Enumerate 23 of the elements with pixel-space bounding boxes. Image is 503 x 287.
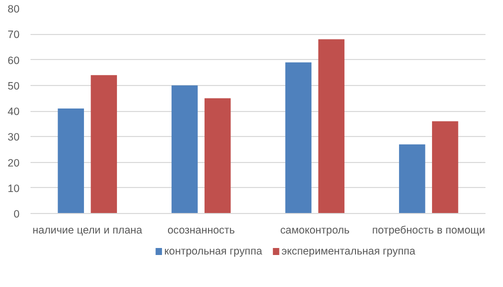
bar (285, 62, 312, 214)
x-tick-label: самоконтроль (280, 224, 350, 236)
y-tick-label: 30 (8, 132, 20, 144)
bar (204, 98, 231, 214)
y-tick-label: 50 (8, 80, 20, 92)
y-tick-label: 70 (8, 29, 20, 42)
legend-label: контрольная группа (164, 246, 262, 258)
y-tick-label: 10 (8, 182, 20, 195)
bar (432, 121, 458, 214)
y-tick-label: 80 (8, 4, 20, 16)
x-tick-label: осознанность (167, 224, 236, 236)
x-tick-label: потребность в помощи (372, 224, 486, 236)
bar (90, 75, 117, 214)
x-tick-label: наличие цели и плана (32, 224, 142, 236)
bar (399, 144, 426, 214)
bar (172, 85, 198, 214)
y-tick-label: 20 (8, 157, 20, 170)
legend-label: экспериментальная группа (282, 246, 416, 258)
bar (58, 108, 84, 214)
y-tick-label: 60 (8, 54, 20, 67)
bar (318, 39, 344, 214)
y-tick-label: 0 (14, 208, 20, 220)
y-tick-label: 40 (8, 106, 20, 118)
